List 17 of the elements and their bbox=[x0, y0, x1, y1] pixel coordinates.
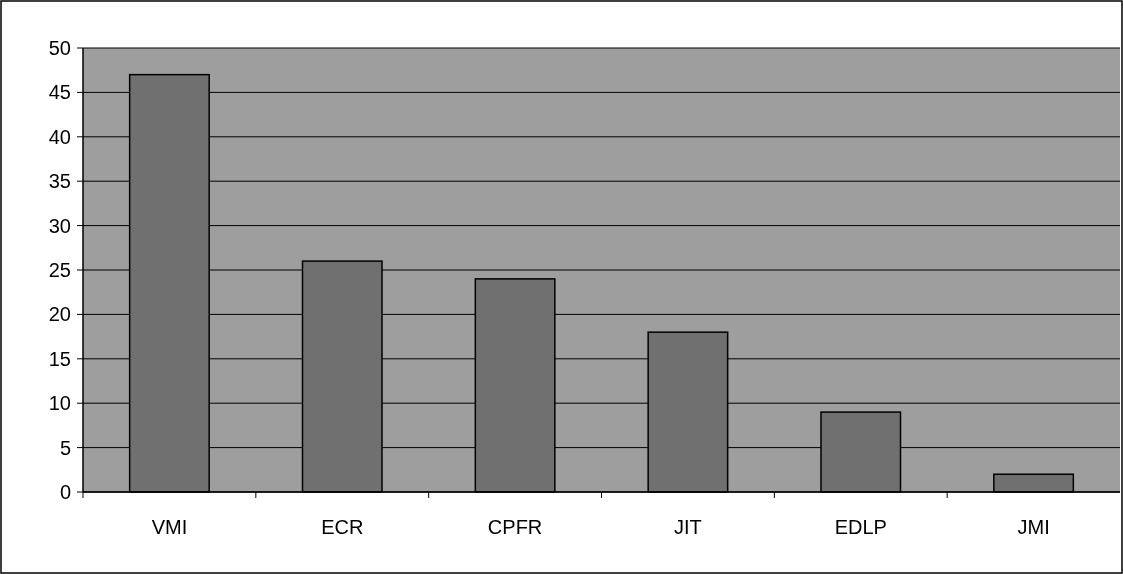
x-tick-label: CPFR bbox=[487, 516, 543, 538]
y-tick-label: 35 bbox=[48, 170, 71, 193]
y-tick-label: 0 bbox=[59, 481, 71, 503]
y-tick-label: 25 bbox=[48, 259, 71, 281]
y-tick-label: 30 bbox=[48, 214, 71, 237]
x-tick-label: EDLP bbox=[834, 516, 887, 538]
y-tick-label: 45 bbox=[48, 81, 71, 104]
y-tick-label: 10 bbox=[48, 392, 71, 415]
x-tick-label: ECR bbox=[321, 516, 364, 538]
y-tick-label: 5 bbox=[59, 436, 71, 459]
x-tick-label: VMI bbox=[151, 516, 188, 538]
y-tick-label: 20 bbox=[48, 303, 71, 326]
x-tick-label: JMI bbox=[1017, 516, 1050, 538]
x-tick-label: JIT bbox=[674, 516, 702, 538]
y-tick-label: 50 bbox=[48, 37, 71, 59]
y-tick-label: 40 bbox=[48, 125, 71, 148]
y-tick-label: 15 bbox=[48, 347, 71, 370]
